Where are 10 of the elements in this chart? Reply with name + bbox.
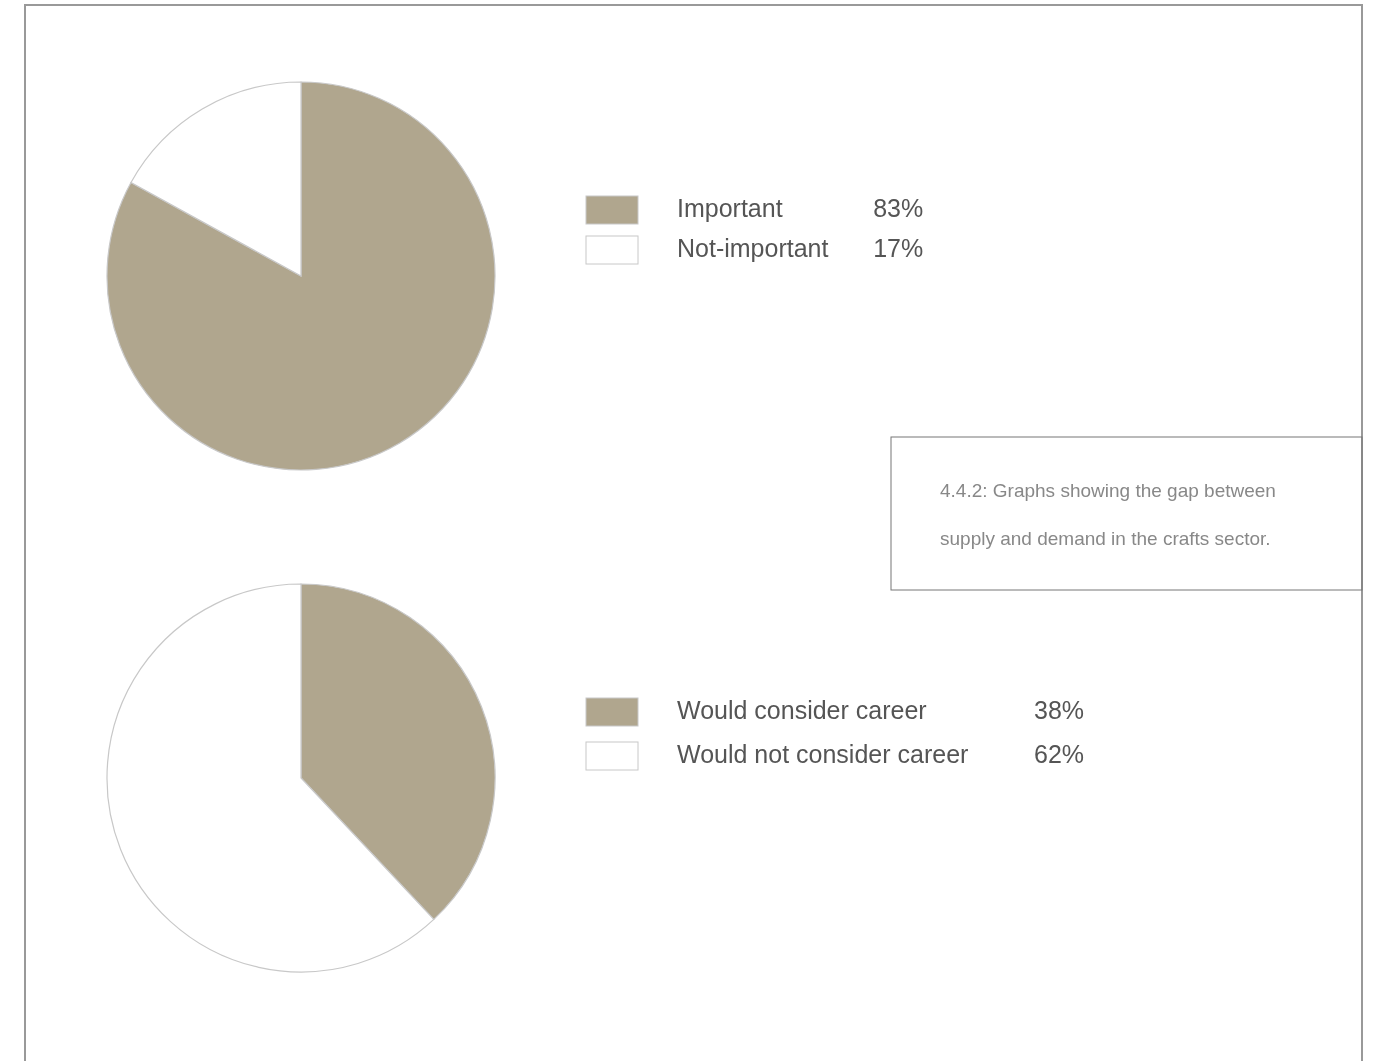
data-label: 83%: [873, 193, 924, 222]
data-label: 38%: [1034, 695, 1085, 724]
data-label: 17%: [873, 233, 924, 262]
legend-label: Not-important: [677, 233, 829, 262]
legend-label: Would not consider career: [677, 739, 969, 768]
data-label: 62%: [1034, 739, 1085, 768]
legend-label: Important: [677, 193, 783, 222]
pie-slice: [106, 81, 496, 471]
legend-label: Would consider career: [677, 695, 927, 724]
text: 4.4.2: Graphs showing the gap between supply and demand in the crafts sector.: [940, 480, 1276, 549]
